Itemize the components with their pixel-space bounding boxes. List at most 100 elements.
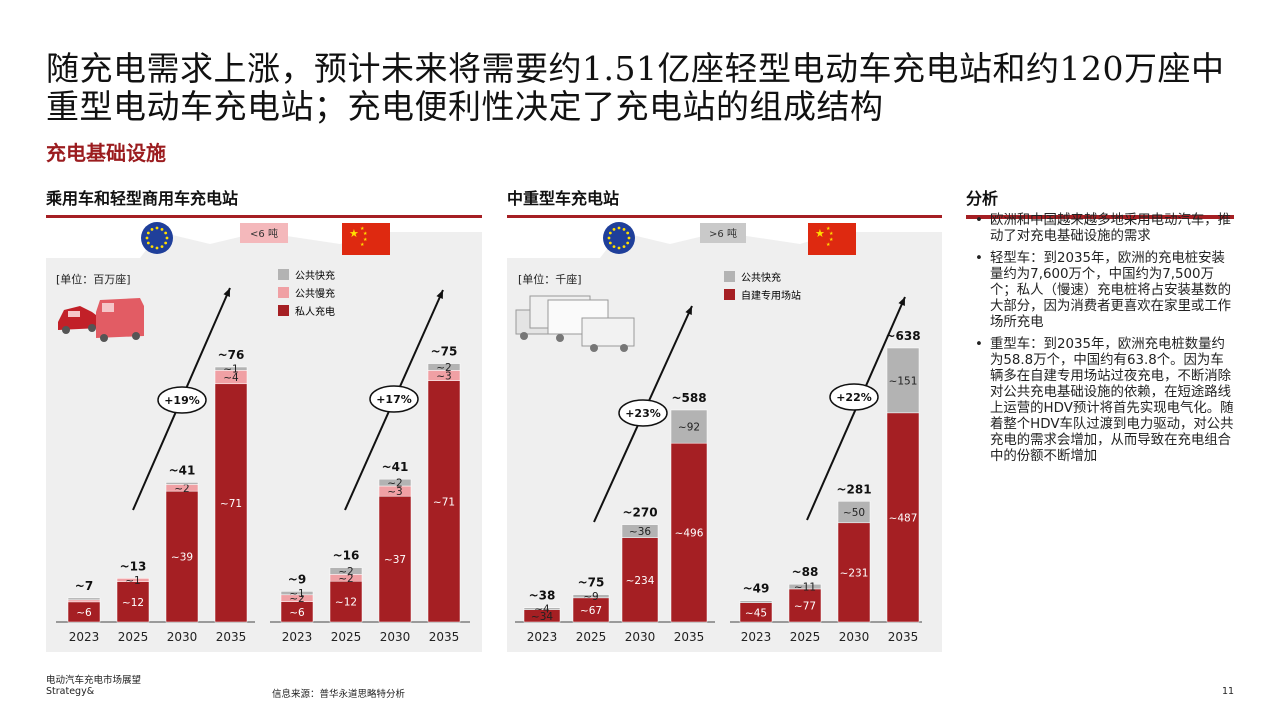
bar-total-label: ~7 [75, 579, 93, 593]
bar-value-label: ~6 [289, 607, 305, 619]
bar-segment [572, 594, 610, 599]
bar-total-label: ~49 [743, 582, 770, 596]
x-tick-label: 2023 [741, 630, 772, 644]
bar-segment [214, 366, 248, 371]
bar-value-label: ~11 [794, 582, 816, 594]
bar-value-label: ~6 [76, 607, 92, 619]
bar-total-label: ~76 [218, 348, 245, 362]
bar-total-label: ~75 [431, 345, 458, 359]
x-tick-label: 2023 [282, 630, 313, 644]
truck-bus-illustration-icon [515, 295, 635, 352]
growth-arrow-head [436, 290, 443, 299]
bar-segment [739, 600, 773, 603]
x-tick-label: 2025 [576, 630, 607, 644]
bar-value-label: ~2 [289, 593, 304, 605]
china-flag-icon: ★ ★ ★ ★ ★ [342, 223, 390, 255]
bar-segment [116, 581, 150, 623]
bar-value-label: ~4 [534, 604, 550, 616]
x-tick-label: 2035 [429, 630, 460, 644]
light-unit-label: [单位：百万座] [56, 272, 131, 286]
bar-segment [378, 495, 412, 623]
bar-value-label: ~231 [840, 567, 869, 579]
eu-flag-icon [603, 222, 635, 254]
svg-text:★: ★ [815, 227, 825, 240]
bar-segment [329, 580, 363, 623]
bar-value-label: ~36 [629, 526, 651, 538]
bar-value-label: ~45 [745, 607, 767, 619]
svg-text:★: ★ [829, 231, 834, 237]
bar-value-label: ~12 [122, 597, 144, 609]
bar-value-label: ~3 [436, 371, 451, 383]
heavy-weight-badge [700, 223, 746, 243]
light-panel-heading: 乘用车和轻型商用车充电站 [46, 185, 482, 219]
x-tick-label: 2030 [625, 630, 656, 644]
analysis-bullet: 轻型车：到2035年，欧洲的充电桩安装量约为7,600万个，中国约为7,500万… [966, 251, 1236, 331]
bar-value-label: ~39 [171, 552, 193, 564]
bar-total-label: ~270 [622, 506, 657, 520]
growth-arrow-head [685, 306, 692, 315]
cagr-label: +22% [836, 391, 872, 404]
bar-value-label: ~12 [335, 597, 357, 609]
bar-segment [165, 482, 199, 485]
bar-segment [329, 567, 363, 575]
x-tick-label: 2035 [888, 630, 919, 644]
light-legend: 公共快充 公共慢充 私人充电 [278, 269, 335, 318]
svg-text:★: ★ [363, 237, 368, 243]
growth-arrow-head [223, 288, 230, 297]
bar-value-label: ~2 [338, 566, 353, 578]
svg-text:自建专用场站: 自建专用场站 [741, 289, 801, 302]
car-van-illustration-icon [58, 298, 144, 342]
bar-segment [67, 599, 101, 603]
bar-segment [788, 583, 822, 590]
bar-segment [427, 363, 461, 371]
x-tick-label: 2025 [790, 630, 821, 644]
eu-flag-icon [141, 222, 173, 254]
bar-value-label: ~4 [223, 372, 239, 384]
bar-value-label: ~487 [889, 512, 918, 524]
x-tick-label: 2023 [69, 630, 100, 644]
footer-report-name: 电动汽车充电市场展望 [46, 675, 142, 686]
bar-value-label: ~1 [125, 575, 140, 587]
x-tick-label: 2023 [527, 630, 558, 644]
x-tick-label: 2030 [839, 630, 870, 644]
light-weight-badge [240, 223, 288, 243]
heavy-unit-label: [单位：千座] [518, 272, 582, 286]
x-tick-label: 2025 [331, 630, 362, 644]
svg-text:★: ★ [829, 237, 834, 243]
bar-value-label: ~234 [626, 575, 655, 587]
bar-segment [621, 537, 659, 623]
heavy-panel-heading: 中重型车充电站 [507, 185, 942, 219]
bar-value-label: ~34 [531, 611, 553, 623]
cagr-label: +19% [164, 394, 200, 407]
cagr-label: +23% [625, 407, 661, 420]
bar-total-label: ~638 [885, 329, 920, 343]
svg-text:公共快充: 公共快充 [741, 271, 781, 284]
svg-text:公共慢充: 公共慢充 [295, 287, 335, 300]
bar-total-label: ~41 [169, 463, 196, 477]
bar-total-label: ~9 [288, 572, 306, 586]
cagr-label: +17% [376, 393, 412, 406]
x-tick-label: 2035 [674, 630, 705, 644]
cagr-bubble [829, 383, 879, 411]
bar-value-label: ~2 [387, 478, 402, 490]
bar-value-label: ~1 [289, 588, 304, 600]
analysis-bullet: 重型车：到2035年，欧洲充电桩数量约为58.8万个，中国约有63.8个。因为车… [966, 337, 1236, 465]
x-tick-label: 2025 [118, 630, 149, 644]
svg-text:★: ★ [826, 242, 831, 248]
bar-total-label: ~588 [671, 391, 706, 405]
bar-segment [886, 347, 920, 414]
bar-value-label: ~92 [678, 422, 700, 434]
bar-total-label: ~281 [836, 482, 871, 496]
bar-segment [214, 383, 248, 623]
heavy-legend: 公共快充 自建专用场站 [724, 271, 801, 302]
bar-value-label: ~50 [843, 507, 865, 519]
bar-segment [837, 522, 871, 623]
bar-segment [280, 591, 314, 596]
bar-segment [427, 380, 461, 623]
bar-segment [670, 442, 708, 623]
bar-value-label: ~2 [436, 362, 451, 374]
footer-source: 信息来源：普华永道思略特分析 [272, 689, 406, 700]
footer-page-number: 11 [1222, 686, 1235, 697]
analysis-list: 欧洲和中国越来越多地采用电动汽车，推动了对充电基础设施的需求 轻型车：到2035… [966, 213, 1236, 471]
